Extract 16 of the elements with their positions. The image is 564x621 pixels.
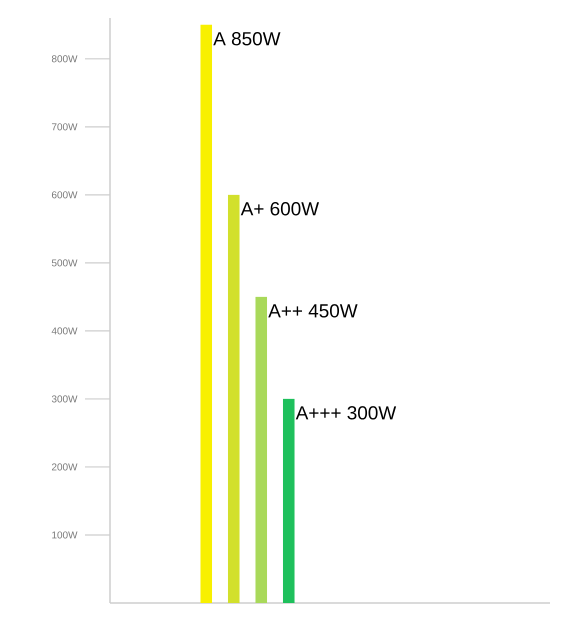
y-tick-label: 500W <box>52 259 78 266</box>
bar <box>200 24 212 603</box>
bar <box>282 398 295 603</box>
y-tick-label: 600W <box>52 191 78 198</box>
bar <box>228 194 240 603</box>
annotation: A 850W <box>213 32 280 46</box>
annotation: A++ 450W <box>268 304 358 318</box>
y-tick-label: 300W <box>52 395 78 402</box>
annotation: A+++ 300W <box>296 406 396 420</box>
y-tick-label: 800W <box>52 55 78 62</box>
y-tick-label: 700W <box>52 123 78 130</box>
annotation: A+ 600W <box>240 202 320 216</box>
y-tick-label: 200W <box>52 463 78 470</box>
y-tick-label: 100W <box>52 531 78 538</box>
bar <box>255 296 268 603</box>
y-tick-label: 400W <box>52 327 78 334</box>
